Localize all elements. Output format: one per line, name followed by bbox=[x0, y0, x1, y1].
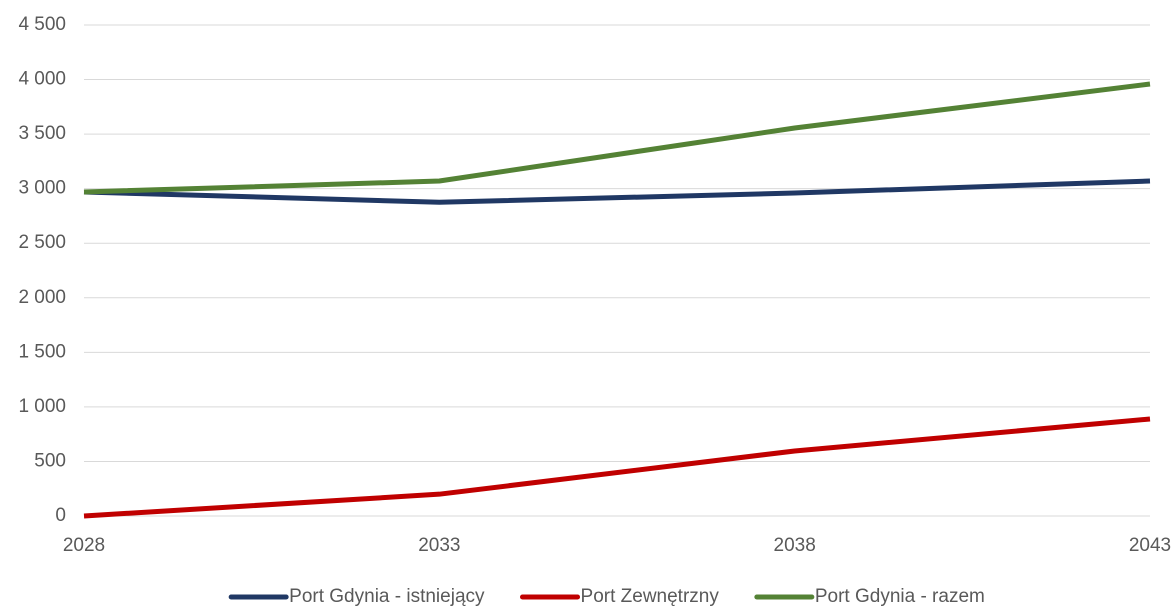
y-tick-label: 3 500 bbox=[18, 123, 66, 144]
x-tick-label: 2038 bbox=[774, 535, 816, 556]
y-tick-label: 2 500 bbox=[18, 232, 66, 253]
x-tick-label: 2033 bbox=[418, 535, 460, 556]
series-line bbox=[83, 416, 1151, 519]
y-tick-label: 4 500 bbox=[18, 14, 66, 35]
y-tick-label: 1 500 bbox=[18, 341, 66, 362]
series-line bbox=[83, 178, 1151, 205]
legend-label: Port Zewnętrzny bbox=[581, 586, 720, 607]
y-tick-label: 0 bbox=[55, 505, 66, 526]
y-tick-label: 500 bbox=[34, 450, 66, 471]
y-tick-label: 1 000 bbox=[18, 396, 66, 417]
series-line bbox=[83, 81, 1151, 195]
y-tick-label: 4 000 bbox=[18, 69, 66, 90]
x-tick-label: 2028 bbox=[63, 535, 105, 556]
x-tick-label: 2043 bbox=[1129, 535, 1171, 556]
legend-label: Port Gdynia - razem bbox=[815, 586, 985, 607]
y-tick-label: 3 000 bbox=[18, 178, 66, 199]
legend-label: Port Gdynia - istniejący bbox=[289, 586, 485, 607]
y-tick-label: 2 000 bbox=[18, 287, 66, 308]
